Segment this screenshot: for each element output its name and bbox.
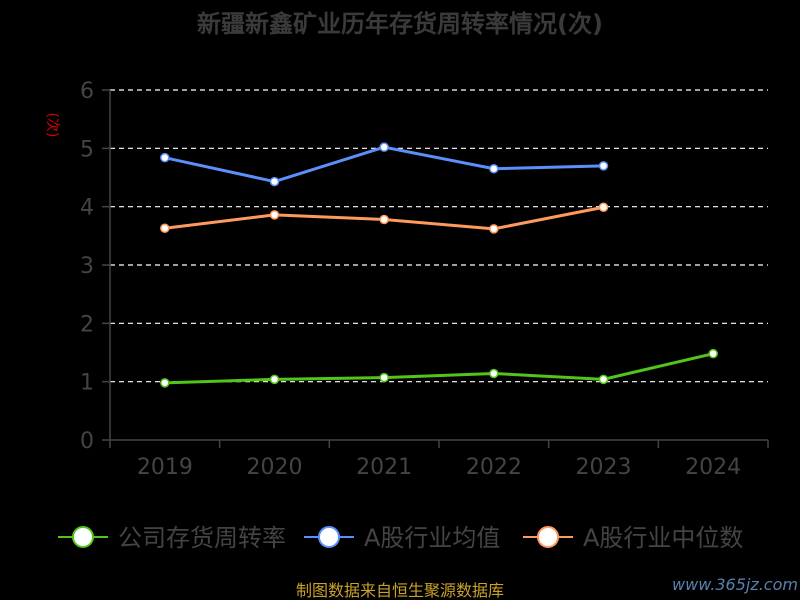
data-point [379,142,389,152]
x-tick-label: 2021 [356,455,412,480]
y-axis-label: (次) [44,113,60,138]
chart-title: 新疆新鑫矿业历年存货周转率情况(次) [197,10,603,38]
series-line [164,352,714,385]
grid-lines [110,89,768,383]
y-tick-labels: 0 1 2 3 4 5 6 [80,79,94,454]
data-point [598,161,609,171]
y-tick-label: 0 [80,429,94,454]
data-point [160,152,170,163]
data-point [160,223,170,233]
data-point [269,210,280,220]
data-point [489,164,499,174]
axes [102,89,769,448]
data-point [379,372,389,383]
data-point [269,374,280,385]
x-tick-label: 2020 [247,455,303,480]
legend-marker [72,526,94,548]
y-tick-label: 2 [80,312,94,337]
legend-marker [318,526,340,548]
data-point [489,224,499,234]
series-group [160,142,718,388]
y-tick-label: 5 [80,137,94,162]
data-point [379,214,389,225]
x-tick-label: 2022 [466,455,522,480]
data-point [489,368,499,379]
legend-label: A股行业均值 [364,524,500,552]
watermark: www.365jz.com [672,575,798,594]
data-point [598,202,609,212]
y-tick-label: 3 [80,254,94,279]
series-line [164,145,604,184]
legend-marker [537,526,559,548]
legend: 公司存货周转率 A股行业均值 A股行业中位数 [58,524,743,552]
x-tick-labels: 2019 2020 2021 2022 2023 2024 [137,455,741,480]
legend-label: A股行业中位数 [583,524,743,552]
y-tick-label: 6 [80,79,94,104]
y-tick-label: 4 [80,196,94,221]
data-point [160,378,170,388]
x-tick-label: 2024 [685,455,741,480]
y-tick-label: 1 [80,371,94,396]
x-tick-label: 2023 [576,455,632,480]
x-tick-label: 2019 [137,455,193,480]
data-point [708,348,718,359]
data-point [269,176,280,187]
data-point [598,374,609,385]
legend-label: 公司存货周转率 [118,524,286,552]
data-source-note: 制图数据来自恒生聚源数据库 [296,581,504,600]
